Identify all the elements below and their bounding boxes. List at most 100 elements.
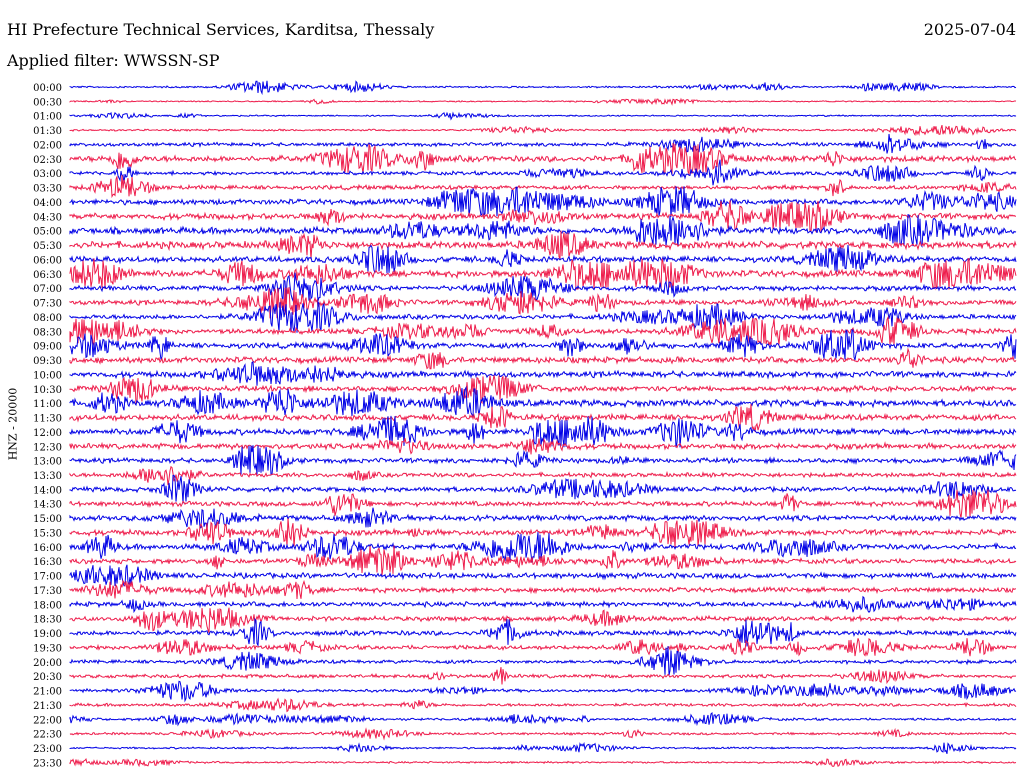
trace-row: [69, 159, 1017, 186]
trace-row: [69, 230, 1017, 261]
trace-row: [69, 111, 1017, 121]
trace-row: [69, 445, 1017, 476]
trace-row: [69, 133, 1017, 154]
row-time-label: 14:00: [33, 485, 62, 496]
trace-row: [69, 404, 1017, 432]
trace-row: [69, 360, 1017, 386]
row-time-label: 03:30: [33, 184, 62, 195]
trace-row: [69, 214, 1017, 248]
row-time-label: 17:00: [33, 572, 62, 583]
row-time-label: 10:00: [33, 370, 62, 381]
row-time-label: 04:00: [33, 198, 62, 209]
row-time-label: 16:00: [33, 543, 62, 554]
trace-row: [69, 680, 1017, 703]
trace-row: [69, 315, 1017, 347]
row-time-label: 08:30: [33, 327, 62, 338]
trace-row: [69, 741, 1017, 754]
row-time-label: 16:30: [33, 557, 62, 568]
row-time-label: 02:00: [33, 140, 62, 151]
trace-row: [69, 697, 1017, 713]
trace-row: [69, 385, 1017, 419]
row-time-label: 09:30: [33, 356, 62, 367]
trace-row: [69, 142, 1017, 176]
row-time-label: 07:30: [33, 299, 62, 310]
trace-row: [69, 80, 1017, 96]
row-time-label: 12:00: [33, 428, 62, 439]
trace-row: [69, 545, 1017, 575]
trace-row: [69, 607, 1017, 633]
station-title: HI Prefecture Technical Services, Kardit…: [7, 20, 435, 39]
trace-row: [69, 329, 1017, 361]
row-time-label: 23:00: [33, 744, 62, 755]
trace-row: [69, 347, 1017, 370]
row-time-label: 06:30: [33, 270, 62, 281]
row-time-label: 21:00: [33, 687, 62, 698]
row-time-label: 13:00: [33, 457, 62, 468]
trace-row: [69, 564, 1017, 587]
row-time-label: 06:00: [33, 255, 62, 266]
row-time-label: 19:30: [33, 643, 62, 654]
row-time-label: 23:30: [33, 758, 62, 769]
row-time-label: 14:30: [33, 500, 62, 511]
trace-row: [69, 244, 1017, 274]
trace-row: [69, 532, 1017, 563]
trace-row: [69, 200, 1017, 233]
row-time-label: 21:30: [33, 701, 62, 712]
trace-row: [69, 97, 1017, 106]
row-time-label: 13:30: [33, 471, 62, 482]
row-time-label: 11:00: [33, 399, 62, 410]
row-time-label: 18:30: [33, 615, 62, 626]
row-time-label: 01:00: [33, 112, 62, 123]
row-time-label: 17:30: [33, 586, 62, 597]
row-time-label: 08:00: [33, 313, 62, 324]
row-time-label: 22:00: [33, 715, 62, 726]
filter-label: Applied filter: WWSSN-SP: [7, 51, 220, 70]
row-time-label: 11:30: [33, 414, 62, 425]
date-label: 2025-07-04: [923, 20, 1016, 39]
row-time-label: 10:30: [33, 385, 62, 396]
trace-row: [69, 186, 1017, 217]
row-time-label: 15:00: [33, 514, 62, 525]
row-time-label: 04:30: [33, 212, 62, 223]
row-time-label: 22:30: [33, 730, 62, 741]
trace-row: [69, 287, 1017, 319]
row-time-label: 01:30: [33, 126, 62, 137]
trace-row: [69, 727, 1017, 741]
row-time-label: 07:00: [33, 284, 62, 295]
trace-row: [69, 518, 1017, 548]
trace-row: [69, 299, 1017, 333]
row-time-label: 20:00: [33, 658, 62, 669]
trace-row: [69, 667, 1017, 685]
trace-row: [69, 465, 1017, 486]
row-time-label: 18:00: [33, 600, 62, 611]
trace-row: [69, 437, 1017, 455]
trace-row: [69, 617, 1017, 648]
row-time-label: 05:30: [33, 241, 62, 252]
trace-row: [69, 711, 1017, 727]
trace-row: [69, 415, 1017, 448]
trace-row: [69, 637, 1017, 657]
row-time-label: 05:00: [33, 227, 62, 238]
trace-row: [69, 758, 1017, 768]
row-time-label: 12:30: [33, 442, 62, 453]
trace-row: [69, 375, 1017, 405]
trace-row: [69, 595, 1017, 614]
row-time-label: 02:30: [33, 155, 62, 166]
trace-row: [69, 579, 1016, 600]
trace-row: [69, 272, 1017, 303]
trace-row: [69, 507, 1017, 529]
row-time-label: 00:30: [33, 97, 62, 108]
row-time-label: 20:30: [33, 672, 62, 683]
trace-row: [69, 489, 1017, 519]
row-time-label: 19:00: [33, 629, 62, 640]
row-time-label: 15:30: [33, 528, 62, 539]
trace-row: [69, 124, 1017, 136]
row-time-label: 09:00: [33, 342, 62, 353]
trace-row: [69, 175, 1017, 199]
row-time-label: 03:00: [33, 169, 62, 180]
trace-row: [69, 474, 1017, 504]
trace-row: [69, 257, 1017, 291]
row-time-label: 00:00: [33, 83, 62, 94]
trace-row: [69, 646, 1017, 676]
